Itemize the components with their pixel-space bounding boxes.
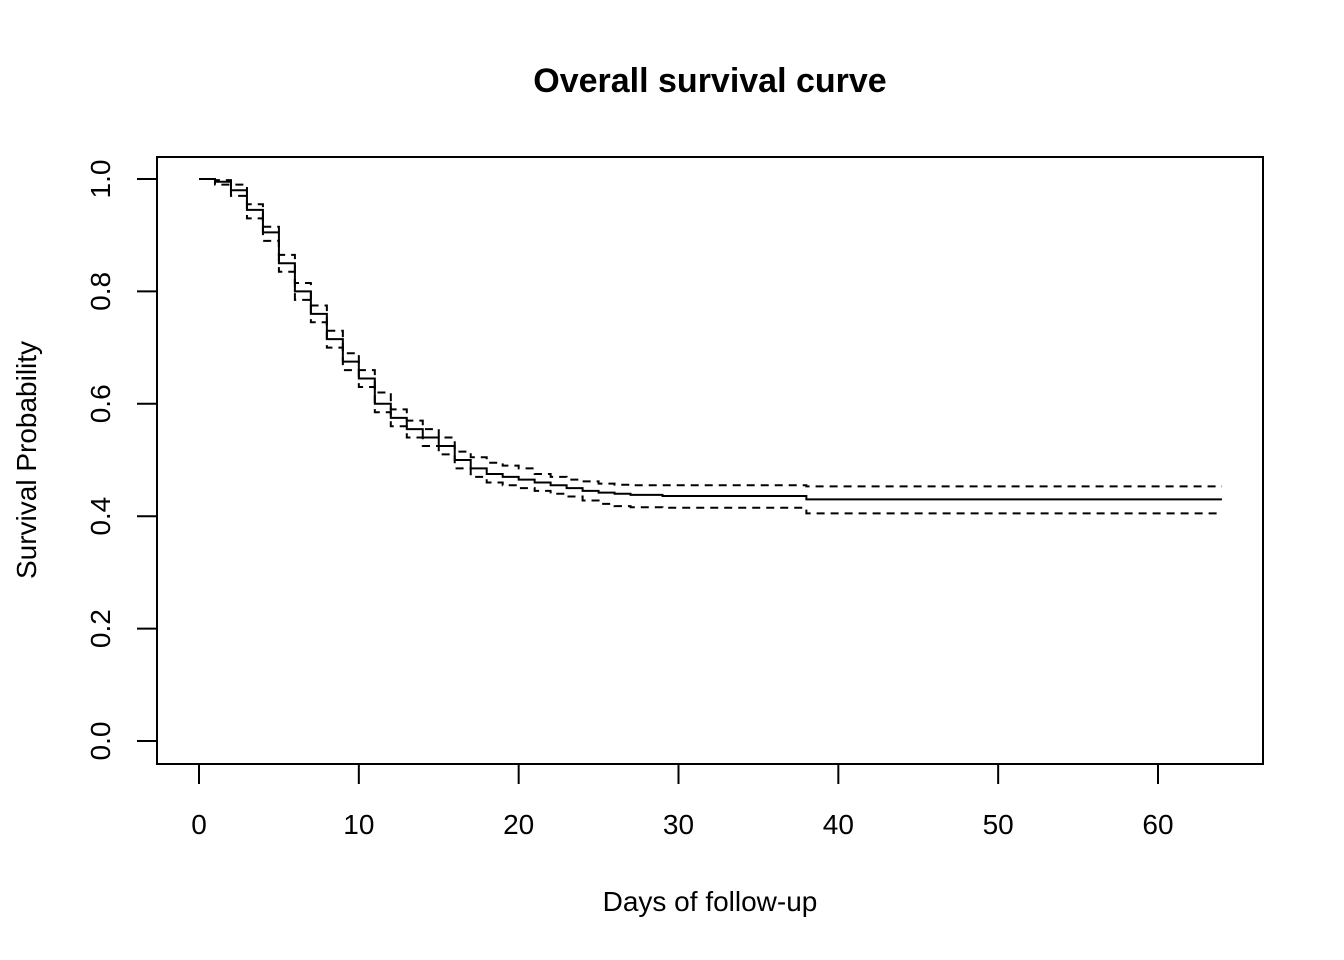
y-axis: 0.0 0.2 0.4 0.6 0.8 1.0 (85, 160, 158, 761)
y-tick-label: 0.6 (85, 384, 116, 423)
x-tick-label: 30 (663, 809, 694, 840)
y-tick-label: 1.0 (85, 160, 116, 199)
x-tick-label: 20 (503, 809, 534, 840)
y-tick-label: 0.2 (85, 609, 116, 648)
plot-frame (156, 156, 1264, 765)
x-axis-label: Days of follow-up (603, 886, 818, 917)
y-tick-label: 0.0 (85, 722, 116, 761)
y-tick-label: 0.4 (85, 497, 116, 536)
x-tick-label: 40 (823, 809, 854, 840)
series-estimate (199, 178, 1222, 501)
series-lower-95-ci (199, 178, 1222, 515)
series-layer (199, 178, 1222, 515)
x-axis: 0 10 20 30 40 50 60 (191, 763, 1174, 840)
y-tick-label: 0.8 (85, 272, 116, 311)
x-tick-label: 10 (343, 809, 374, 840)
chart-title: Overall survival curve (533, 62, 886, 100)
x-tick-label: 50 (983, 809, 1014, 840)
y-axis-label: Survival Probability (11, 341, 42, 579)
series-upper-95-ci (199, 178, 1222, 488)
x-tick-label: 60 (1142, 809, 1173, 840)
x-tick-label: 0 (191, 809, 207, 840)
